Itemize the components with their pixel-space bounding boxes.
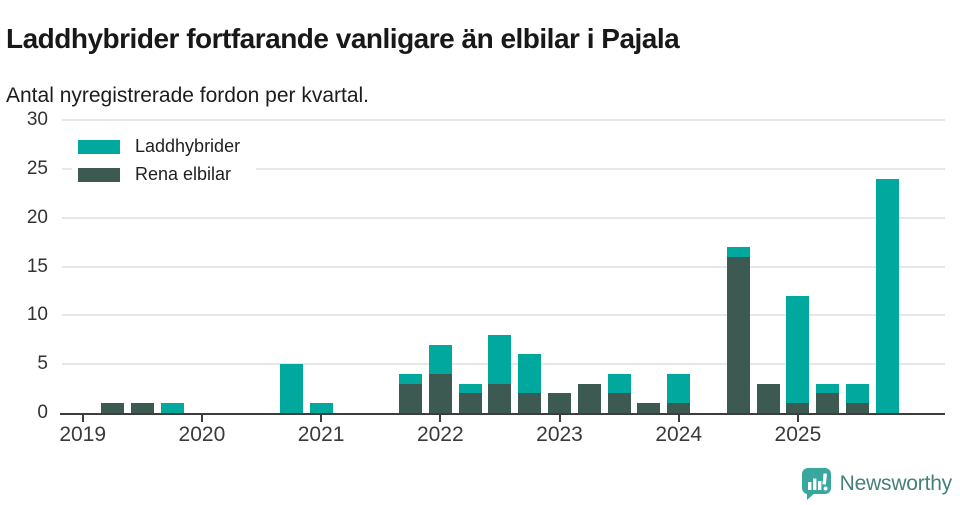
y-tick-label-25: 25 [26,157,48,179]
bar-rena-elbilar-2023-q1 [548,393,571,413]
bar-rena-elbilar-2024-q3 [726,256,750,413]
brand-footer[interactable]: Newsworthy [801,468,952,500]
y-tick-label-15: 15 [26,255,48,277]
chart-legend: Laddhybrider Rena elbilar [72,130,257,193]
bar-rena-elbilar-2019-q3 [130,403,154,413]
x-tick-label-2024: 2024 [655,423,703,446]
legend-item-laddhybrider: Laddhybrider [78,136,240,157]
bar-laddhybrider-2022-q4 [518,354,542,394]
y-tick-label-0: 0 [37,402,48,423]
bar-laddhybrider-2019-q4 [160,403,184,413]
gridline-y15 [62,265,945,268]
gridline-y20 [62,216,945,219]
bar-rena-elbilar-2025-q1 [786,403,810,413]
bar-laddhybrider-2025-q3 [846,383,869,404]
x-tick-2025 [796,415,799,422]
gridline-y10 [62,314,945,317]
bar-rena-elbilar-2025-q2 [816,393,840,413]
newsworthy-logo-icon [801,468,832,500]
bar-rena-elbilar-2022-q1 [428,373,452,413]
bar-laddhybrider-2024-q3 [726,246,750,257]
y-tick-label-20: 20 [26,206,48,228]
plot-area [62,119,945,413]
gridline-y25 [62,167,945,170]
legend-swatch-rena-elbilar [78,167,120,182]
x-tick-2024 [677,415,680,422]
x-tick-label-2020: 2020 [178,423,226,446]
bar-laddhybrider-2022-q3 [488,334,512,384]
x-tick-label-2025: 2025 [774,423,822,446]
bar-rena-elbilar-2023-q4 [637,403,661,413]
legend-label-rena-elbilar: Rena elbilar [135,164,232,184]
y-tick-label-30: 30 [26,109,48,130]
bar-rena-elbilar-2019-q2 [101,403,124,413]
legend-item-rena-elbilar: Rena elbilar [78,164,240,185]
chart-subtitle: Antal nyregistrerade fordon per kvartal. [6,84,370,107]
x-tick-label-2019: 2019 [59,423,107,446]
bar-laddhybrider-2020-q4 [279,364,303,413]
bar-laddhybrider-2023-q3 [607,373,631,394]
x-tick-label-2023: 2023 [536,423,583,446]
bar-rena-elbilar-2022-q3 [488,383,512,413]
bar-laddhybrider-2021-q1 [309,403,333,413]
bar-laddhybrider-2021-q4 [399,373,422,384]
bar-rena-elbilar-2024-q4 [756,383,780,413]
brand-name: Newsworthy [839,472,953,495]
bar-laddhybrider-2024-q1 [667,373,691,404]
bar-laddhybrider-2025-q2 [816,383,840,394]
bar-laddhybrider-2022-q2 [458,383,482,394]
y-tick-label-10: 10 [26,304,48,326]
x-tick-label-2021: 2021 [297,423,345,446]
legend-swatch-laddhybrider [78,139,120,154]
bar-rena-elbilar-2021-q4 [399,383,422,413]
gridline-y30 [62,119,945,121]
bar-rena-elbilar-2024-q1 [667,403,691,413]
bar-laddhybrider-2022-q1 [428,344,452,374]
legend-label-laddhybrider: Laddhybrider [135,136,241,156]
x-axis-line [60,413,945,415]
y-tick-label-5: 5 [37,353,48,375]
x-tick-2020 [200,415,203,422]
x-tick-2022 [439,415,442,422]
bar-rena-elbilar-2022-q2 [458,393,482,413]
bar-rena-elbilar-2022-q4 [518,393,542,413]
x-tick-label-2022: 2022 [416,423,464,446]
bar-laddhybrider-2025-q1 [786,295,810,404]
bar-laddhybrider-2025-q4 [875,178,899,413]
x-tick-2023 [558,415,561,422]
bar-rena-elbilar-2023-q2 [577,383,601,413]
x-tick-2021 [320,415,323,422]
page-title: Laddhybrider fortfarande vanligare än el… [6,22,680,54]
x-tick-2019 [81,415,84,422]
bar-rena-elbilar-2023-q3 [607,393,631,413]
bar-rena-elbilar-2025-q3 [846,403,869,413]
